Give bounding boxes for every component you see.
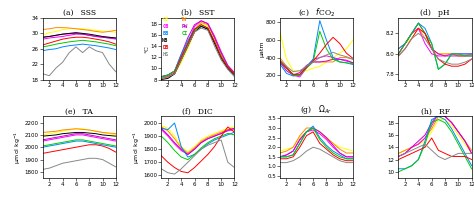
Title: (h)   RF: (h) RF [420,108,449,116]
Text: DB: DB [162,45,168,50]
Y-axis label: °C: °C [144,45,149,53]
Y-axis label: μatm: μatm [259,41,264,57]
Text: PW: PW [181,24,187,29]
Text: CB: CB [162,24,168,29]
Text: HS: HS [162,52,168,57]
Title: (c)   $f$CO$_2$: (c) $f$CO$_2$ [298,6,335,18]
Title: (e)   TA: (e) TA [65,108,93,116]
Title: (f)   DIC: (f) DIC [182,108,213,116]
Text: CE: CE [162,17,168,22]
Title: (g)   $\Omega_{Ar}$: (g) $\Omega_{Ar}$ [301,103,333,116]
Text: BB: BB [162,31,168,36]
Title: (a)   SSS: (a) SSS [63,9,96,17]
Text: CI: CI [181,31,187,36]
Title: (b)   SST: (b) SST [181,9,215,17]
Title: (d)   pH: (d) pH [420,9,450,17]
Text: TW: TW [181,17,187,22]
Y-axis label: μmol kg$^{-1}$: μmol kg$^{-1}$ [13,131,23,164]
Text: NB: NB [162,38,168,43]
Y-axis label: μmol kg$^{-1}$: μmol kg$^{-1}$ [132,131,142,164]
